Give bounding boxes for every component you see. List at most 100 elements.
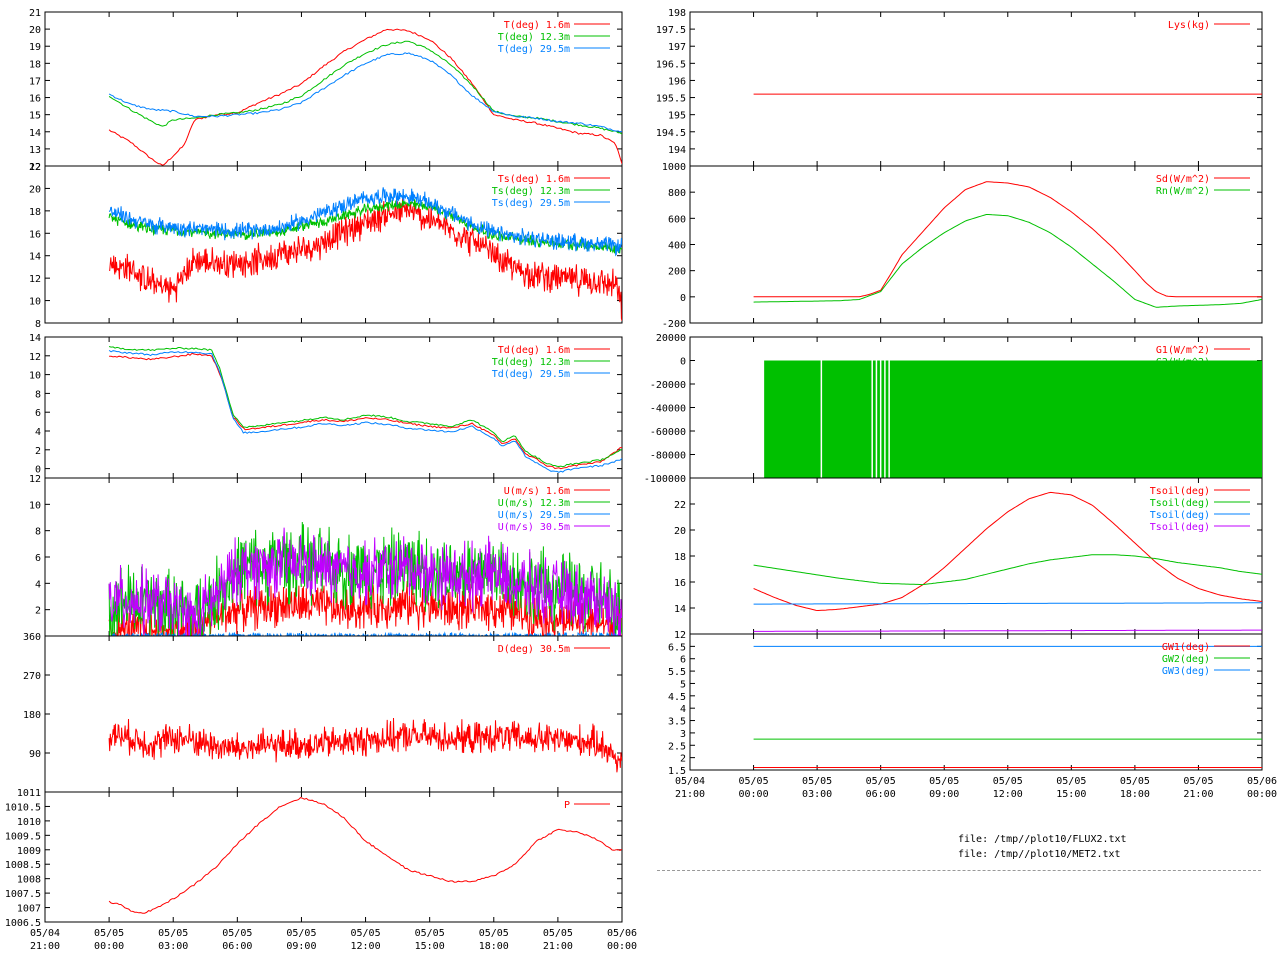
plot-area [753,181,1262,308]
y-tick-label: 20 [29,184,41,195]
series-2-line [109,630,622,636]
y-tick-label: 200 [668,267,686,278]
series-0-line [753,491,1262,612]
x-tick-date: 05/05 [1183,776,1213,787]
y-tick-label: 1010 [17,817,41,828]
y-tick-label: 195.5 [656,94,686,105]
x-tick-date: 05/05 [929,776,959,787]
y-tick-label: 16 [674,578,686,589]
x-tick-time: 09:00 [929,789,959,800]
y-tick-label: 10 [29,500,41,511]
x-tick-date: 05/05 [351,928,381,939]
series-2-line [753,602,1262,605]
x-tick-time: 03:00 [158,941,188,952]
divider [657,870,1261,871]
y-tick-label: 3 [680,729,686,740]
plot-area [753,645,1262,768]
series-2-line [108,349,622,473]
x-tick-date: 05/05 [543,928,573,939]
legend-label: D(deg) 30.5m [498,644,570,655]
y-tick-label: 0 [680,293,686,304]
plot-area [753,491,1262,632]
x-tick-time: 09:00 [286,941,316,952]
y-tick-label: 10 [29,297,41,308]
y-tick-label: -40000 [650,404,686,415]
legend-label: Tsoil(deg) [1150,510,1210,521]
y-tick-label: 194.5 [656,128,686,139]
y-tick-label: 1007 [17,904,41,915]
y-tick-label: 198 [668,8,686,19]
x-tick-time: 12:00 [351,941,381,952]
y-tick-label: 18 [674,552,686,563]
legend-label: G2(W/m^2) [1156,357,1210,368]
legend-label: Tsoil(deg) [1150,522,1210,533]
y-tick-label: 12 [29,162,41,173]
plot-frame [689,11,1263,167]
x-tick-time: 12:00 [993,789,1023,800]
x-tick-time: 18:00 [479,941,509,952]
y-tick-label: 4 [35,427,41,438]
y-tick-label: 16 [29,229,41,240]
y-tick-label: 197 [668,42,686,53]
y-tick-label: 12 [674,630,686,641]
x-tick-date: 05/05 [415,928,445,939]
y-tick-label: 1000 [662,162,686,173]
plot-area [108,797,622,914]
x-tick-time: 03:00 [802,789,832,800]
y-tick-label: 20000 [656,333,686,344]
y-tick-label: 1.5 [668,766,686,777]
x-tick-date: 05/05 [866,776,896,787]
y-tick-label: 15 [29,111,41,122]
y-tick-label: 6 [35,553,41,564]
series-1-fill [764,360,1262,478]
y-tick-label: 0 [35,465,41,476]
chart-temp: 12 13 14 15 16 17 18 19 20 21 T(deg) 1.6mT(deg) 12… [29,8,623,173]
x-tick-date: 05/05 [802,776,832,787]
x-tick-time: 00:00 [607,941,637,952]
y-tick-label: 14 [674,604,686,615]
plot-area [764,360,1262,478]
x-tick-time: 00:00 [739,789,769,800]
y-tick-label: 14 [29,333,41,344]
y-tick-label: 21 [29,8,41,19]
y-tick-label: 22 [674,500,686,511]
y-tick-label: 195 [668,111,686,122]
x-tick-time: 06:00 [866,789,896,800]
plot-area [108,521,622,636]
y-tick-label: 2 [680,754,686,765]
series-0-line [108,797,622,914]
y-tick-label: 14 [29,252,41,263]
y-tick-label: 12 [29,352,41,363]
y-tick-label: 1006.5 [5,918,41,929]
y-tick-label: 1008.5 [5,860,41,871]
legend-label: Tsoil(deg) [1150,498,1210,509]
plot-frame [689,633,1263,771]
series-0-line [109,352,622,470]
legend-label: T(deg) 29.5m [498,44,570,55]
legend-label: T(deg) 12.3m [498,32,570,43]
plot-area [108,346,622,473]
series-0-line [108,28,622,166]
chart-soilflux: -100000 -80000 -60000 -40000 -20000 0 20000 G1(… [644,333,1263,485]
plot-area [108,28,622,166]
x-tick-time: 21:00 [1183,789,1213,800]
y-tick-label: 196.5 [656,59,686,70]
legend-label: Ts(deg) 12.3m [492,186,570,197]
x-tick-date: 05/05 [993,776,1023,787]
y-tick-label: 5 [680,679,686,690]
y-tick-label: 4 [35,579,41,590]
y-tick-label: 2 [35,606,41,617]
x-tick-date: 05/05 [286,928,316,939]
x-tick-date: 05/05 [158,928,188,939]
legend-label: Td(deg) 29.5m [492,369,570,380]
y-tick-label: 2 [35,446,41,457]
plot-frame [44,791,623,923]
legend-label: Td(deg) 12.3m [492,357,570,368]
series-1-line [753,214,1262,308]
series-1-line [753,554,1262,586]
y-tick-label: 20 [674,526,686,537]
y-tick-label: 197.5 [656,25,686,36]
y-tick-label: 90 [29,749,41,760]
y-tick-label: 3.5 [668,717,686,728]
